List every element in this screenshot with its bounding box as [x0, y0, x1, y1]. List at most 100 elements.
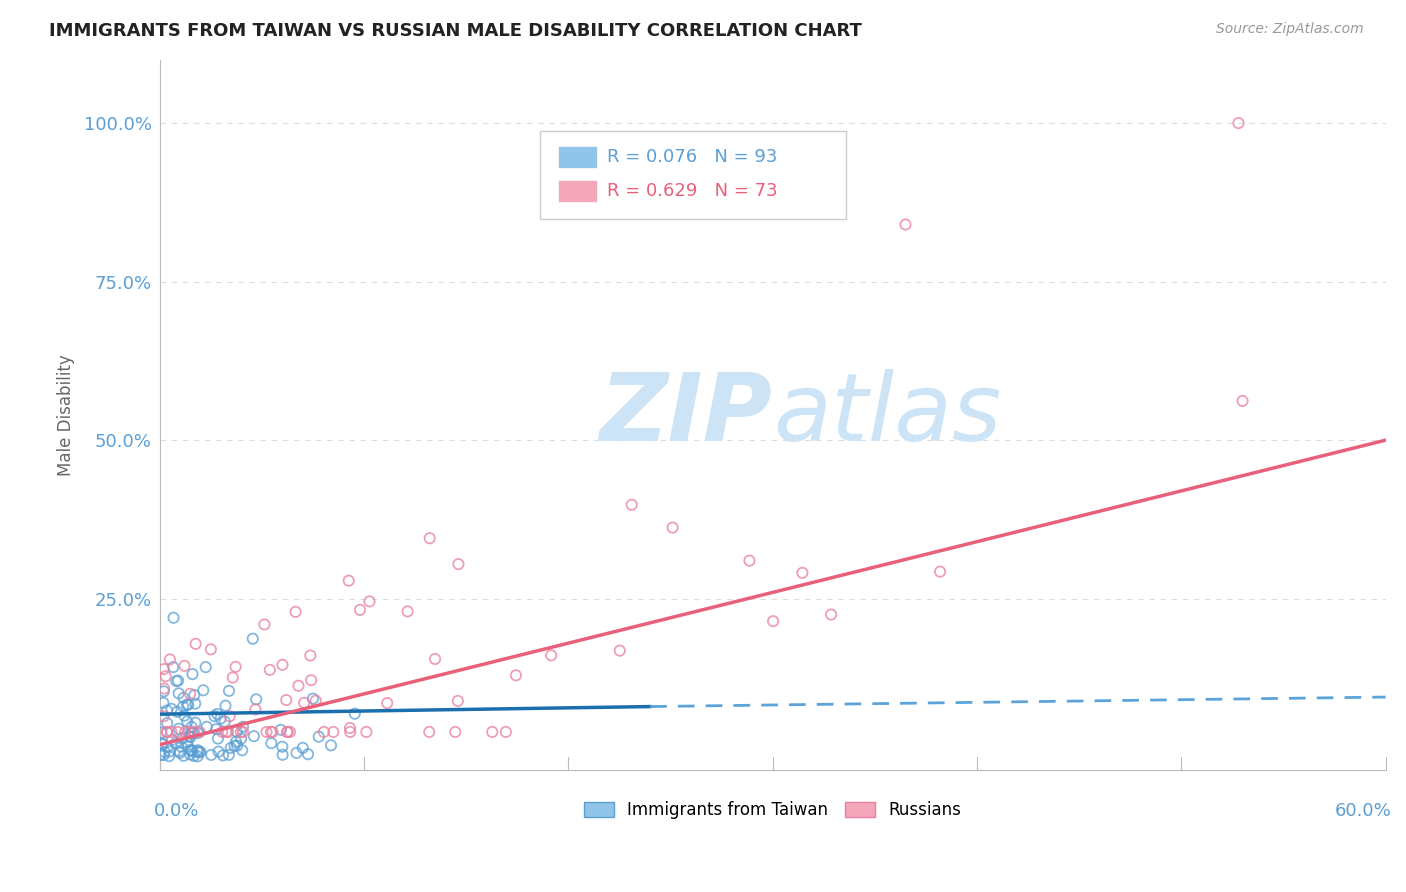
- Point: [165, 674, 187, 689]
- Point: [156, 725, 179, 739]
- FancyBboxPatch shape: [558, 179, 598, 202]
- Point: [292, 696, 315, 710]
- Point: [190, 745, 212, 759]
- Point: [209, 711, 232, 725]
- Text: Source: ZipAtlas.com: Source: ZipAtlas.com: [1216, 22, 1364, 37]
- Point: [173, 748, 195, 763]
- Point: [278, 725, 301, 739]
- Point: [359, 594, 381, 608]
- Point: [176, 736, 198, 750]
- Point: [181, 744, 204, 758]
- Point: [349, 603, 371, 617]
- Point: [166, 725, 188, 739]
- Point: [224, 739, 246, 753]
- Point: [152, 738, 174, 752]
- Point: [256, 725, 278, 739]
- Point: [894, 218, 917, 232]
- Point: [180, 730, 202, 744]
- Point: [183, 688, 205, 702]
- Point: [205, 722, 228, 736]
- Point: [153, 745, 176, 759]
- Point: [1227, 116, 1250, 130]
- Point: [312, 725, 335, 739]
- FancyBboxPatch shape: [540, 130, 846, 219]
- Point: [232, 720, 254, 734]
- Point: [375, 696, 398, 710]
- Point: [167, 744, 190, 758]
- Point: [270, 723, 292, 737]
- Point: [184, 637, 207, 651]
- Point: [194, 660, 217, 674]
- Point: [232, 725, 254, 739]
- Point: [156, 740, 179, 755]
- Point: [540, 648, 562, 663]
- Point: [174, 725, 197, 739]
- Point: [276, 725, 298, 739]
- Point: [253, 617, 276, 632]
- Point: [305, 693, 328, 707]
- Point: [200, 747, 222, 762]
- Point: [153, 684, 176, 698]
- Point: [184, 715, 207, 730]
- Point: [217, 725, 239, 739]
- Point: [277, 725, 299, 739]
- Point: [195, 720, 218, 734]
- Point: [284, 605, 307, 619]
- Point: [180, 720, 202, 734]
- Point: [396, 604, 419, 618]
- Text: 60.0%: 60.0%: [1334, 802, 1392, 820]
- Point: [188, 745, 211, 759]
- Y-axis label: Male Disability: Male Disability: [58, 354, 75, 475]
- Point: [225, 660, 247, 674]
- Point: [179, 687, 201, 701]
- Point: [447, 694, 470, 708]
- Point: [172, 699, 194, 714]
- Point: [259, 663, 281, 677]
- Point: [167, 673, 190, 688]
- Point: [166, 705, 188, 719]
- Point: [160, 702, 183, 716]
- Point: [495, 725, 517, 739]
- Point: [159, 744, 181, 758]
- Point: [155, 669, 177, 683]
- Point: [356, 725, 378, 739]
- Point: [165, 736, 187, 750]
- Point: [609, 643, 631, 657]
- Point: [245, 702, 267, 716]
- Point: [225, 724, 247, 739]
- Point: [180, 726, 202, 740]
- Point: [225, 735, 247, 749]
- Point: [738, 554, 761, 568]
- Point: [179, 729, 201, 743]
- Point: [187, 745, 209, 759]
- Point: [176, 698, 198, 712]
- Point: [188, 725, 211, 739]
- Point: [271, 747, 294, 762]
- Point: [179, 747, 201, 762]
- Point: [215, 725, 238, 739]
- Point: [179, 725, 201, 739]
- Point: [156, 716, 179, 731]
- Point: [419, 531, 441, 545]
- Point: [322, 725, 344, 739]
- Point: [160, 725, 183, 739]
- Point: [183, 748, 205, 763]
- Point: [152, 696, 174, 710]
- Point: [299, 673, 322, 688]
- Point: [262, 725, 284, 739]
- Point: [177, 698, 200, 712]
- Point: [661, 520, 683, 534]
- Point: [187, 726, 209, 740]
- Point: [173, 659, 195, 673]
- Point: [172, 731, 194, 746]
- Point: [207, 731, 229, 746]
- Point: [308, 730, 330, 744]
- Point: [291, 740, 314, 755]
- Text: R = 0.076   N = 93: R = 0.076 N = 93: [607, 148, 778, 166]
- Point: [218, 683, 240, 698]
- Point: [271, 739, 294, 754]
- Point: [226, 739, 249, 753]
- Point: [337, 574, 360, 588]
- Point: [214, 714, 236, 729]
- Point: [219, 741, 242, 756]
